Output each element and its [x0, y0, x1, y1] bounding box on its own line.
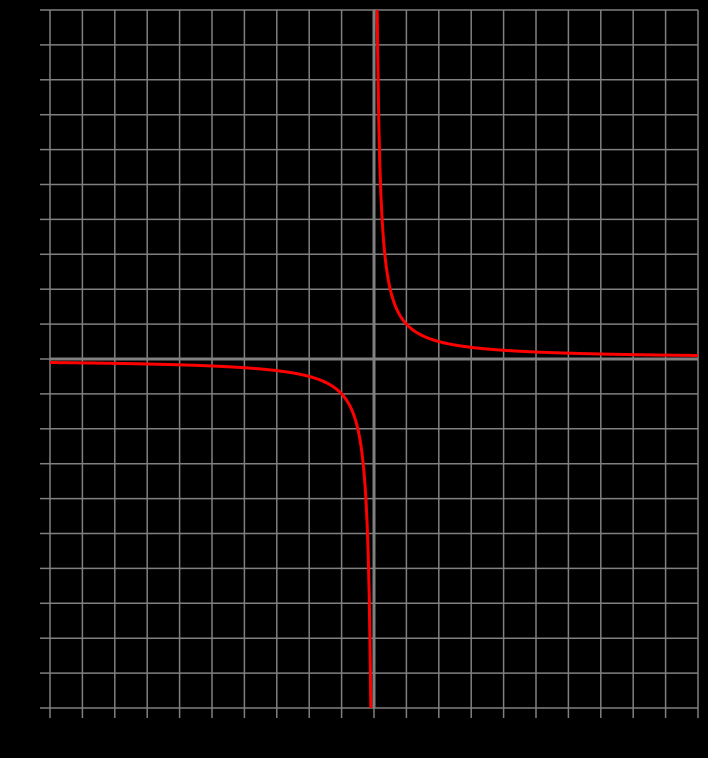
chart-background: [0, 0, 708, 758]
reciprocal-chart: [0, 0, 708, 758]
